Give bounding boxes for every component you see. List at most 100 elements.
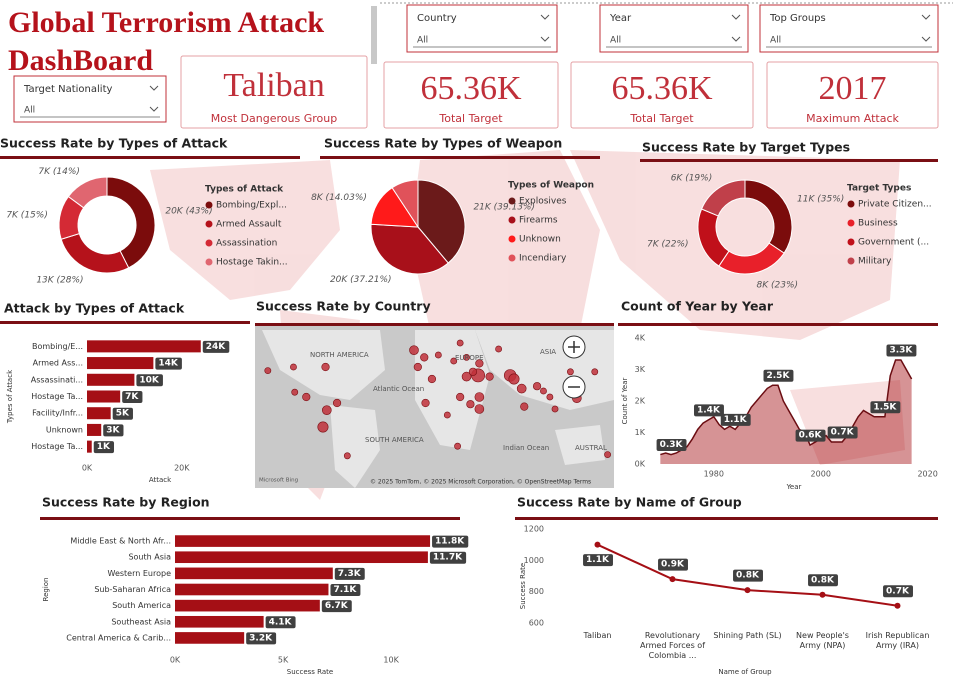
slice-label: 8K (14.03%): [311, 193, 367, 203]
point: [819, 591, 826, 598]
slice-label: 20K (43%): [165, 207, 212, 217]
slicer-dropdown[interactable]: [149, 106, 159, 112]
bubble: [291, 388, 299, 396]
bubble: [434, 351, 442, 359]
data-label: 24K: [206, 342, 227, 352]
legend-label: Bombing/Expl...: [216, 201, 287, 211]
bubble: [463, 353, 470, 361]
bubble: [466, 400, 475, 409]
x-axis-title: Attack: [149, 476, 172, 484]
kpi-label: Maximum Attack: [806, 112, 899, 125]
slicer-chevron: [540, 14, 550, 20]
y-tick-label: Middle East & North Afr...: [70, 537, 171, 546]
slicer-chevron: [731, 14, 741, 20]
bubble: [264, 367, 272, 374]
data-label: 5K: [116, 409, 130, 419]
slicer-dropdown[interactable]: [540, 36, 550, 42]
bubble: [321, 362, 330, 372]
point: [744, 587, 751, 594]
bar: [87, 407, 111, 420]
y-tick-label: 3K: [635, 365, 646, 374]
y-tick-label: 1000: [524, 556, 544, 565]
slicer-box[interactable]: [599, 4, 749, 53]
y-tick-label: Western Europe: [108, 569, 172, 578]
title-underline: [255, 323, 614, 326]
data-label-box: [432, 535, 469, 548]
data-label-box: [763, 369, 794, 382]
data-label-box: [136, 374, 163, 387]
bubble: [317, 421, 329, 433]
title-underline: [320, 156, 600, 159]
bubble: [332, 398, 342, 408]
bubble: [461, 371, 472, 382]
data-label: 1.1K: [724, 415, 748, 425]
chart-title: Success Rate by Types of Attack: [0, 136, 228, 151]
legend-label: Hostage Takin...: [216, 258, 288, 268]
title-underline: [640, 159, 938, 162]
slice-label: 13K (28%): [36, 276, 83, 286]
bubble: [508, 373, 520, 385]
map-label: Indian Ocean: [503, 444, 549, 452]
slice-label: 21K (39.13%): [473, 202, 535, 212]
bubble: [343, 452, 351, 460]
y-axis-title: Count of Year: [621, 377, 629, 424]
bar: [175, 583, 329, 596]
x-axis-title: Name of Group: [718, 668, 772, 676]
title-underline: [0, 156, 300, 159]
data-label: 7K: [125, 392, 139, 402]
y-tick-label: 4K: [635, 334, 646, 343]
bubble: [475, 359, 484, 368]
legend-swatch: [847, 257, 855, 265]
slicer-value: All: [417, 36, 428, 46]
y-tick-label: Sub-Saharan Africa: [94, 585, 171, 594]
y-tick-label: 0K: [635, 460, 646, 469]
slicer-label: Year: [609, 13, 632, 24]
legend-swatch: [205, 239, 213, 247]
kpi-label: Total Target: [629, 112, 694, 125]
slice: [67, 176, 108, 209]
bar: [175, 567, 333, 580]
bubble: [443, 411, 451, 419]
map-land: [555, 425, 605, 465]
legend-title: Types of Attack: [205, 185, 284, 195]
kpi-card: [766, 61, 939, 129]
kpi-card: [180, 55, 368, 129]
slice-label: 6K (19%): [671, 173, 713, 183]
x-tick-label: 5K: [278, 656, 289, 665]
y-tick-label: Hostage Ta...: [31, 442, 83, 451]
slicer-dropdown[interactable]: [921, 36, 931, 42]
map-land: [415, 330, 490, 450]
point: [594, 541, 601, 548]
data-label: 14K: [158, 359, 179, 369]
y-axis-title: Region: [42, 578, 50, 602]
data-label-box: [122, 391, 143, 403]
slicer-chevron: [921, 14, 931, 20]
map-land: [330, 405, 380, 488]
x-tick-label: 2020: [917, 470, 937, 479]
y-tick-label: Unknown: [46, 425, 83, 434]
bubble: [468, 367, 478, 376]
x-tick-label: 20K: [174, 464, 190, 473]
slicer-value: All: [24, 106, 35, 116]
data-label-box: [795, 429, 826, 442]
bubble: [516, 383, 527, 394]
slicer-box[interactable]: [759, 4, 939, 53]
data-label: 0.6K: [799, 431, 823, 441]
data-label: 1.1K: [586, 555, 610, 565]
legend-swatch: [508, 254, 516, 262]
slicer-dropdown[interactable]: [731, 36, 741, 42]
slicer-box[interactable]: [406, 4, 558, 53]
bar: [175, 535, 431, 547]
point: [894, 602, 901, 609]
data-label: 3K: [106, 425, 120, 435]
x-tick-label: 10K: [383, 656, 399, 665]
bubble: [321, 405, 332, 416]
bubble: [421, 398, 430, 408]
legend-swatch: [508, 216, 516, 224]
legend-swatch: [508, 197, 516, 205]
slicer-box[interactable]: [13, 75, 167, 123]
chart-title: Success Rate by Country: [256, 299, 431, 314]
kpi-value: Taliban: [223, 67, 324, 104]
slice: [106, 176, 156, 269]
legend-label: Explosives: [519, 197, 567, 207]
